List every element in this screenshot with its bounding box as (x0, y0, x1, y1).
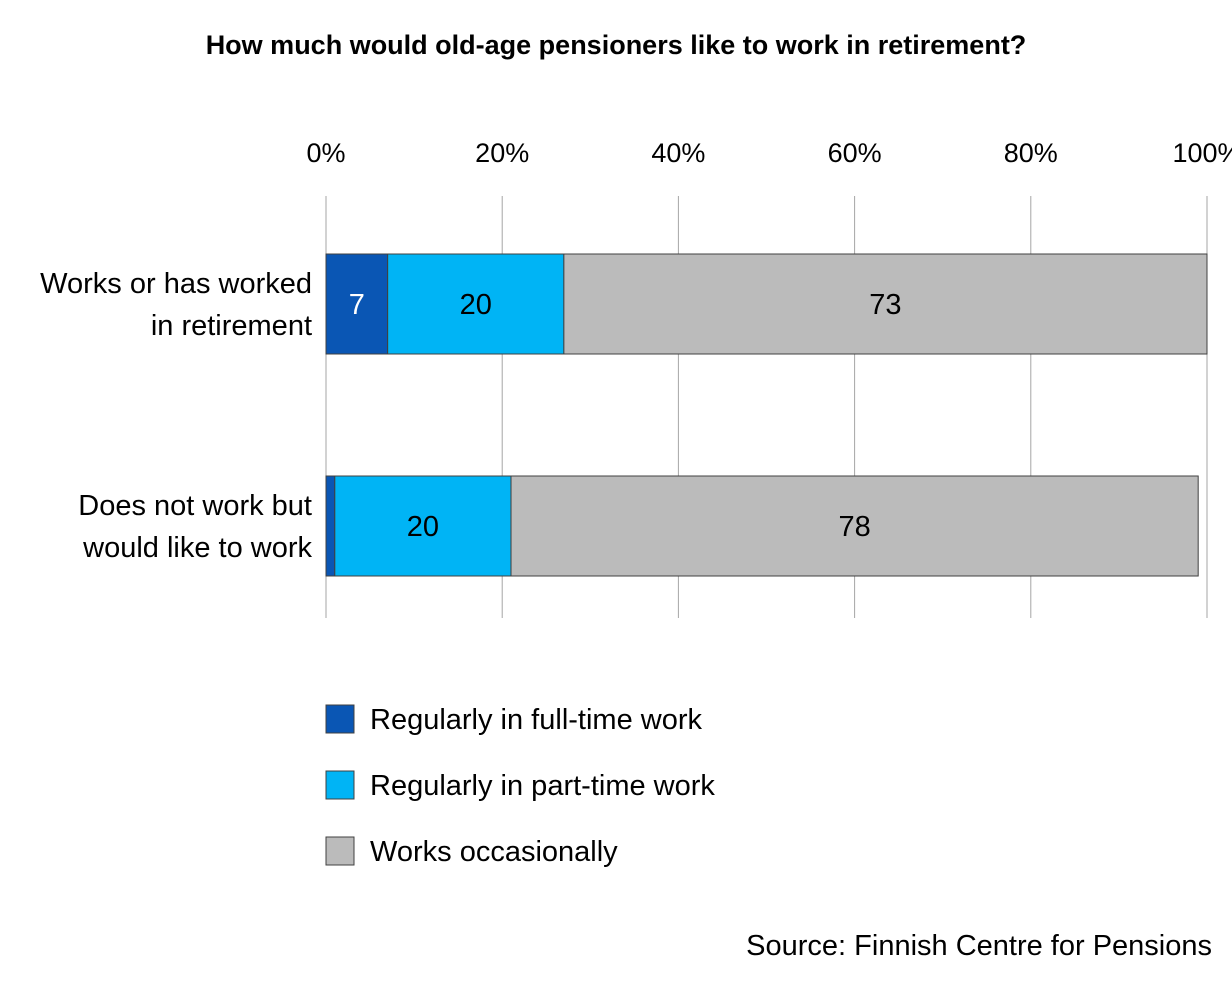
x-tick-label: 40% (651, 138, 705, 168)
data-label: 78 (838, 511, 870, 543)
source-note: Source: Finnish Centre for Pensions (746, 930, 1212, 962)
category-label: would like to work (82, 532, 312, 564)
chart-title: How much would old-age pensioners like t… (205, 30, 1027, 60)
x-tick-label: 20% (475, 138, 529, 168)
legend-label: Regularly in part-time work (370, 770, 715, 802)
category-label: Works or has worked (40, 268, 312, 300)
legend-swatch (325, 836, 355, 866)
bar-segment (510, 475, 1199, 577)
data-label: 73 (869, 289, 901, 321)
x-tick-label: 100% (1172, 138, 1232, 168)
legend-swatch (325, 704, 355, 734)
data-label: 20 (407, 511, 439, 543)
data-label: 7 (349, 289, 365, 321)
bar-segment (563, 253, 1208, 355)
legend-label: Regularly in full-time work (370, 704, 702, 736)
x-tick-label: 80% (1004, 138, 1058, 168)
bar-segment (325, 475, 336, 577)
category-label: Does not work but (78, 490, 312, 522)
x-tick-label: 0% (306, 138, 345, 168)
legend-label: Works occasionally (370, 836, 618, 868)
bar-segment (387, 253, 565, 355)
data-label: 20 (460, 289, 492, 321)
category-label: in retirement (151, 310, 312, 342)
x-tick-label: 60% (828, 138, 882, 168)
legend-swatch (325, 770, 355, 800)
bar-segment (334, 475, 512, 577)
